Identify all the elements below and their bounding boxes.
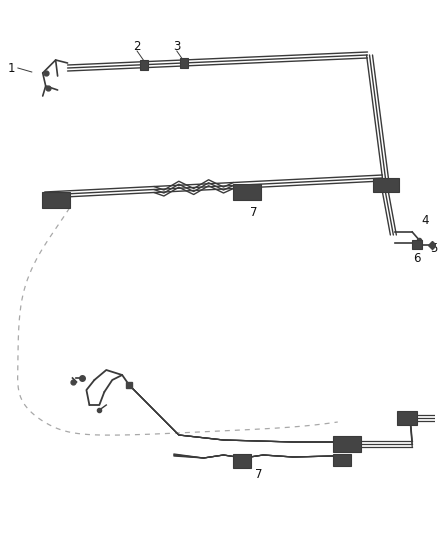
Text: 7: 7 — [254, 469, 262, 481]
Bar — [233, 454, 251, 468]
Text: 6: 6 — [413, 252, 421, 264]
Bar — [42, 192, 70, 208]
Text: 4: 4 — [421, 214, 429, 227]
Bar — [233, 184, 261, 200]
Bar — [140, 60, 148, 70]
Bar — [333, 454, 351, 466]
Text: 1: 1 — [8, 61, 16, 75]
Bar — [374, 178, 399, 192]
Text: 2: 2 — [133, 41, 141, 53]
Bar — [397, 411, 417, 425]
Bar — [180, 58, 188, 68]
Bar — [333, 436, 360, 452]
Text: 5: 5 — [431, 241, 438, 254]
Text: 3: 3 — [173, 41, 180, 53]
Bar — [412, 240, 422, 249]
Text: 7: 7 — [250, 206, 257, 219]
